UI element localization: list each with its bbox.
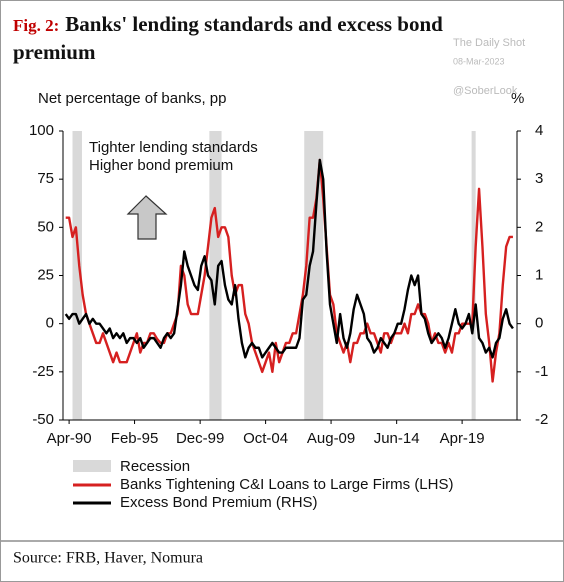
x-tick-label: Aug-09 <box>307 430 355 447</box>
y2-tick-label: -2 <box>535 411 548 428</box>
y2-axis-label: % <box>511 90 524 107</box>
x-tick-label: Dec-99 <box>176 430 224 447</box>
y-tick-label: 25 <box>37 266 54 283</box>
legend-label: Recession <box>120 458 190 475</box>
data-line <box>64 158 514 359</box>
x-tick-label: Oct-04 <box>243 430 288 447</box>
y2-tick-label: -1 <box>535 363 548 380</box>
recession-band <box>304 131 324 420</box>
y-tick-label: -50 <box>32 411 54 428</box>
figure-label: Fig. 2: <box>13 16 60 35</box>
annotation: Higher bond premium <box>89 157 233 174</box>
watermark: 08-Mar-2023 <box>453 56 505 66</box>
y2-tick-label: 3 <box>535 170 543 187</box>
source: Source: FRB, Haver, Nomura <box>13 550 203 567</box>
arrow-icon <box>126 195 168 240</box>
y2-tick-label: 1 <box>535 266 543 283</box>
recession-band <box>72 131 82 420</box>
y-tick-label: -25 <box>32 363 54 380</box>
y-tick-label: 50 <box>37 218 54 235</box>
annotation: Tighter lending standards <box>89 139 258 156</box>
y-axis-label: Net percentage of banks, pp <box>38 90 226 107</box>
y2-tick-label: 2 <box>535 218 543 235</box>
y-tick-label: 100 <box>29 122 54 139</box>
recession-band <box>209 131 222 420</box>
chart-title: Banks' lending standards and excess bond… <box>13 12 443 64</box>
y2-tick-label: 4 <box>535 122 543 139</box>
legend-swatch <box>73 460 111 472</box>
data-line <box>65 158 513 383</box>
x-tick-label: Jun-14 <box>374 430 420 447</box>
legend-label: Excess Bond Premium (RHS) <box>120 494 318 511</box>
x-tick-label: Apr-90 <box>47 430 92 447</box>
x-tick-label: Apr-19 <box>440 430 485 447</box>
watermark: The Daily Shot <box>453 37 525 49</box>
x-tick-label: Feb-95 <box>111 430 159 447</box>
title-block: Fig. 2: Banks' lending standards and exce… <box>13 11 493 65</box>
y2-tick-label: 0 <box>535 315 543 332</box>
legend-label: Banks Tightening C&I Loans to Large Firm… <box>120 476 454 493</box>
watermark: @SoberLook <box>453 85 518 97</box>
y-tick-label: 75 <box>37 170 54 187</box>
y-tick-label: 0 <box>46 315 54 332</box>
